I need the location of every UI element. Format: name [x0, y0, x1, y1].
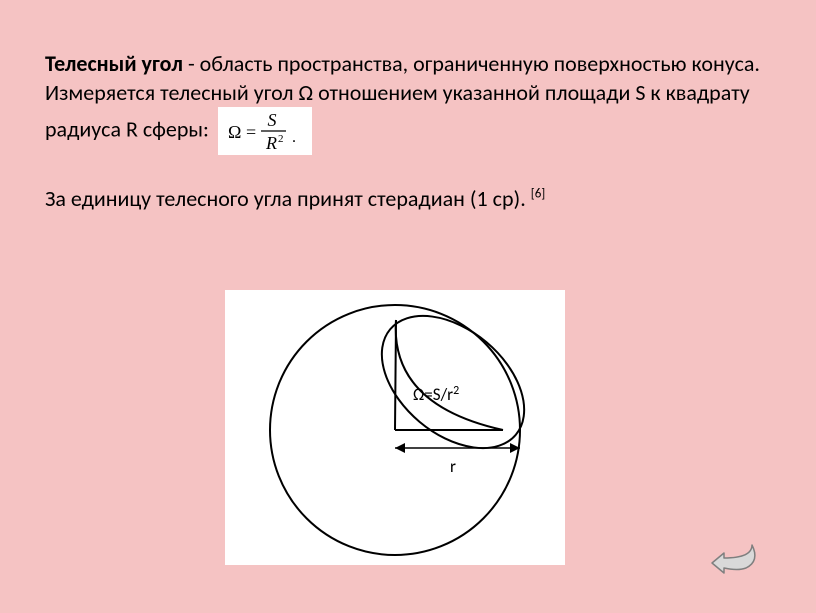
definition-paragraph: Телесный угол - область пространства, ог… — [45, 50, 771, 155]
label-omega: Ω=S/r2 — [413, 384, 459, 405]
unit-paragraph: За единицу телесного угла принят стеради… — [45, 185, 771, 214]
formula-dot: . — [292, 129, 296, 146]
para2-reference: [6] — [531, 187, 546, 202]
radius-arrow-head-left — [395, 443, 405, 453]
formula-denom-base: R — [265, 133, 277, 153]
formula-denom-exp: 2 — [278, 133, 284, 145]
term: Телесный угол — [45, 50, 183, 77]
formula-image: Ω = S R 2 . — [218, 107, 312, 155]
back-arrow-icon — [712, 545, 755, 573]
formula-lhs: Ω — [228, 122, 241, 142]
para2-body: За единицу телесного угла принят стеради… — [45, 185, 531, 212]
back-button[interactable] — [706, 543, 766, 583]
formula-numerator: S — [267, 110, 276, 130]
slide-content: Телесный угол - область пространства, ог… — [0, 0, 816, 214]
solid-angle-diagram: Ω=S/r2 r — [225, 290, 565, 565]
label-r: r — [450, 456, 456, 477]
formula-eq: = — [246, 122, 256, 142]
cap-ellipse — [357, 290, 549, 475]
